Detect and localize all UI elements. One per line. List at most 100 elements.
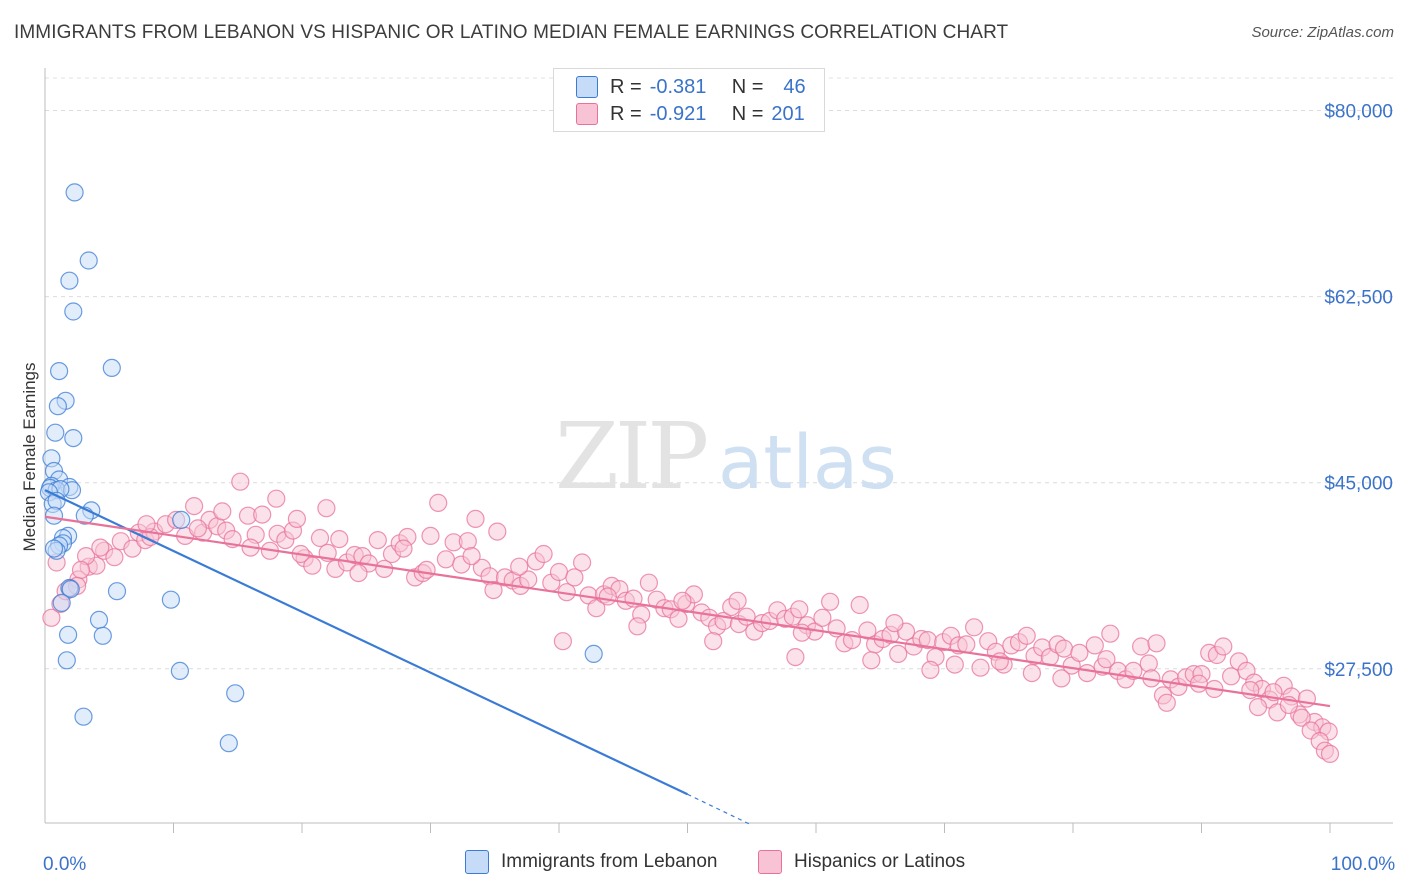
point-hispanic [957,635,976,654]
point-hispanic [330,529,349,549]
point-hispanic [1221,667,1241,686]
point-hispanic [462,546,481,566]
gridlines [45,77,1393,670]
point-lebanon [74,707,93,726]
point-hispanic [185,497,204,516]
point-hispanic [1320,744,1340,764]
x-tick-label: 0.0% [43,854,86,875]
trend-line-hispanic [44,515,1331,708]
point-hispanic [1139,654,1158,673]
point-hispanic [1077,663,1097,683]
x-tick-label: 100.0% [1331,854,1396,875]
point-hispanic [728,591,747,610]
point-lebanon [584,644,603,664]
point-hispanic [421,526,440,546]
point-hispanic [534,544,553,564]
point-hispanic [669,609,688,628]
point-lebanon [102,358,121,377]
bottom-legend-swatch-lebanon [465,850,489,874]
point-hispanic [213,502,232,521]
point-hispanic [1147,634,1166,653]
point-hispanic [484,580,503,600]
legend-n-value: 201 [771,102,805,125]
watermark-zip: ZIP [555,403,706,510]
chart-title: IMMIGRANTS FROM LEBANON VS HISPANIC OR L… [14,22,1009,43]
point-lebanon [48,397,68,416]
point-hispanic [1070,643,1089,663]
point-hispanic [673,591,692,610]
legend-n-value: 46 [783,75,806,98]
y-tick-labels: $80,000 $62,500 $45,000 $27,500 [1324,102,1393,681]
point-hispanic [488,522,507,541]
legend-n-label: N = [731,102,764,125]
legend-r-value: -0.921 [649,102,707,125]
trend-line-lebanon [44,489,688,796]
point-hispanic [1157,693,1176,712]
point-lebanon [46,423,65,442]
y-tick-label: $80,000 [1324,102,1393,123]
point-hispanic [820,592,840,611]
point-hispanic [436,550,455,569]
point-lebanon [52,593,71,613]
point-hispanic [639,573,659,592]
watermark: ZIP atlas [555,403,897,510]
y-tick-label: $45,000 [1324,474,1393,495]
point-lebanon [64,429,83,448]
point-hispanic [287,509,306,529]
point-lebanon [44,506,64,525]
point-hispanic [1085,636,1104,655]
source-credit: Source: ZipAtlas.com [1251,24,1394,41]
point-hispanic [310,528,330,548]
point-lebanon [219,734,238,753]
point-hispanic [945,655,964,674]
point-hispanic [510,557,529,576]
legend-r-label: R = [610,102,642,125]
point-hispanic [704,632,723,651]
point-hispanic [786,647,805,667]
legend-row-lebanon: R = -0.381 N = 46 [576,75,806,99]
point-lebanon [172,510,191,530]
trend-lines [44,489,1331,826]
point-lebanon [64,302,83,321]
y-tick-label: $27,500 [1324,660,1393,681]
point-lebanon [58,625,78,644]
bottom-legend-hispanic: Hispanics or Latinos [758,850,965,874]
point-lebanon [65,183,84,202]
point-hispanic [105,548,124,567]
bottom-legend-lebanon: Immigrants from Lebanon [465,850,718,874]
point-hispanic [628,617,647,636]
bottom-legend-swatch-hispanic [758,850,782,874]
point-hispanic [553,632,573,651]
legend-row-hispanic: R = -0.921 N = 201 [576,102,805,126]
point-hispanic [1248,697,1268,717]
point-lebanon [161,590,180,609]
point-hispanic [231,472,250,491]
point-hispanic [549,562,569,582]
bottom-legend-label: Immigrants from Lebanon [501,851,718,872]
point-hispanic [42,608,61,627]
point-hispanic [1131,637,1151,656]
point-lebanon [44,539,64,558]
point-hispanic [429,493,448,512]
y-axis-label: Median Female Earnings [20,363,39,552]
point-lebanon [226,684,245,703]
point-hispanic [1022,663,1042,683]
point-hispanic [466,509,485,529]
axes [44,68,1393,833]
point-hispanic [1101,624,1120,643]
point-hispanic [1292,708,1311,727]
point-hispanic [1124,661,1143,681]
point-hispanic [123,539,142,558]
data-points [39,183,1340,764]
point-hispanic [368,530,387,550]
point-hispanic [885,613,904,633]
point-hispanic [790,600,809,619]
bottom-legend-label: Hispanics or Latinos [794,851,966,872]
point-hispanic [971,658,990,677]
point-hispanic [375,559,394,579]
trend-line-lebanon-extension [687,793,753,826]
point-hispanic [565,568,584,587]
point-lebanon [60,271,79,290]
x-tick-labels: 0.0% 100.0% [43,854,1395,875]
point-hispanic [188,519,207,538]
